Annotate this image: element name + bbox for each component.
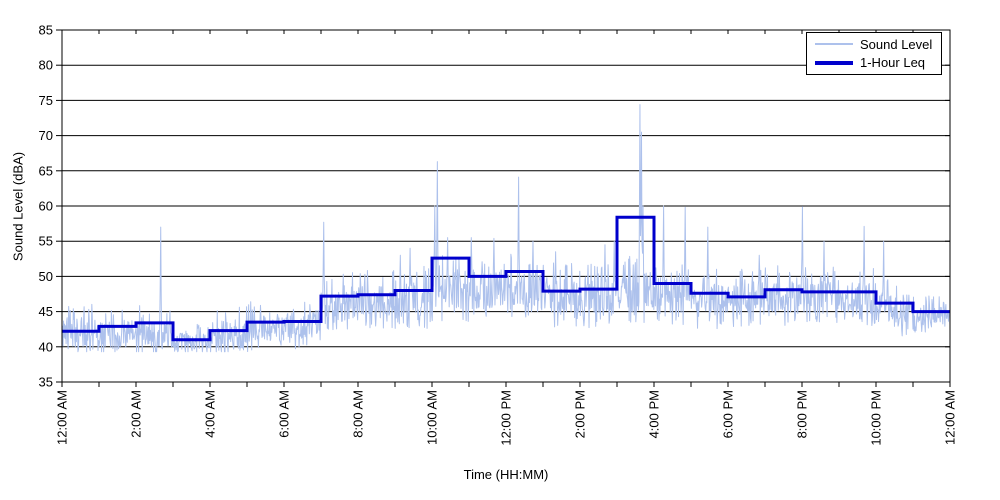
- plot-border: [61, 29, 951, 383]
- y-tick-label: 70: [39, 128, 53, 143]
- x-tick-label: 6:00 AM: [277, 390, 292, 438]
- x-tick-label: 8:00 PM: [795, 390, 810, 438]
- y-tick-label: 35: [39, 375, 53, 390]
- x-tick-label: 10:00 AM: [425, 390, 440, 445]
- legend-entry-sound-level: Sound Level: [807, 35, 941, 53]
- x-tick-label: 2:00 PM: [573, 390, 588, 438]
- x-tick-label: 8:00 AM: [351, 390, 366, 438]
- x-tick-label: 4:00 AM: [203, 390, 218, 438]
- y-tick-label: 85: [39, 23, 53, 38]
- y-tick-label: 75: [39, 93, 53, 108]
- x-tick-label: 12:00 PM: [499, 390, 514, 446]
- x-tick-label: 12:00 AM: [943, 390, 958, 445]
- x-axis-title: Time (HH:MM): [463, 467, 549, 482]
- y-tick-label: 80: [39, 58, 53, 73]
- y-tick-label: 55: [39, 234, 53, 249]
- x-tick-label: 2:00 AM: [129, 390, 144, 438]
- y-tick-label: 65: [39, 163, 53, 178]
- x-tick-label: 10:00 PM: [869, 390, 884, 446]
- leq-step-line: [62, 215, 950, 342]
- x-tick-label: 4:00 PM: [647, 390, 662, 438]
- sound-level-trace: [61, 104, 951, 353]
- y-tick-label: 40: [39, 339, 53, 354]
- legend: Sound Level 1-Hour Leq: [806, 32, 942, 75]
- legend-label-1hour-leq: 1-Hour Leq: [860, 55, 926, 71]
- leq-line-swatch: [815, 60, 853, 65]
- x-tick-label: 12:00 AM: [55, 390, 70, 445]
- y-tick-label: 50: [39, 269, 53, 284]
- x-tick-label: 6:00 PM: [721, 390, 736, 438]
- y-axis-title: Sound Level (dBA): [10, 151, 26, 262]
- legend-entry-1hour-leq: 1-Hour Leq: [807, 54, 941, 72]
- legend-label-sound-level: Sound Level: [860, 36, 933, 52]
- sound-level-line-swatch: [815, 43, 853, 46]
- y-tick-label: 60: [39, 199, 53, 214]
- y-tick-label: 45: [39, 304, 53, 319]
